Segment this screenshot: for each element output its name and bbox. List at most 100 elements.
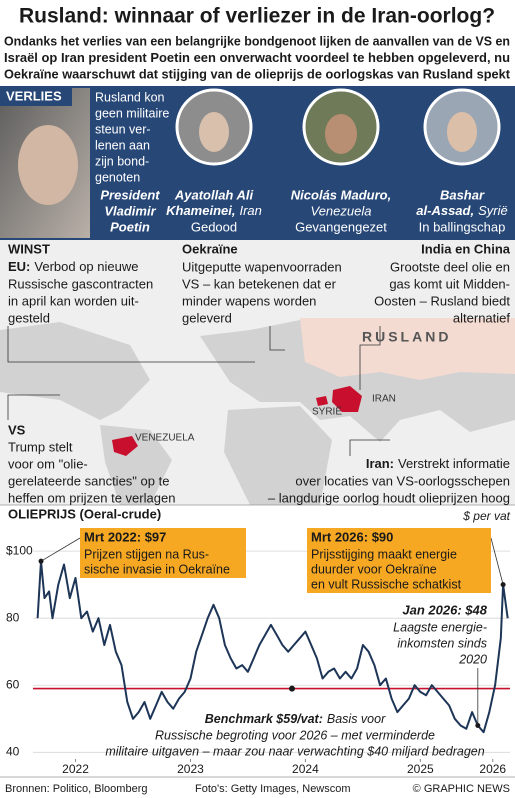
us-text: voor om "olie- xyxy=(8,456,88,471)
title: Rusland: winnaar of verliezer in de Iran… xyxy=(19,5,495,28)
annotation-box xyxy=(80,528,246,578)
annotation-title: Jan 2026: $48 xyxy=(402,602,487,617)
annotation-text: Prijzen stijgen na Rus- xyxy=(84,547,209,561)
photo-face xyxy=(199,112,229,152)
syria xyxy=(316,396,328,406)
photo-credit: Foto's: Getty Images, Newscom xyxy=(195,783,351,795)
subtitle: Israël op Iran president Poetin een onve… xyxy=(4,50,510,65)
price-line xyxy=(36,560,509,734)
ukraine-text: VS – kan betekenen dat er xyxy=(182,276,337,291)
benchmark-text: Benchmark $59/vat: Basis voor xyxy=(205,712,386,726)
text-part: Verstrekt informatie xyxy=(398,456,510,471)
benchmark-dot xyxy=(289,685,295,692)
text-part: Iran: xyxy=(366,456,394,471)
x-tick-label: 2026 xyxy=(479,762,506,776)
person-status: Gevangengezet xyxy=(295,219,387,234)
map xyxy=(0,240,515,505)
map-label: IRAN xyxy=(372,394,396,405)
person-country: Venezuela xyxy=(311,203,372,218)
person-status: Gedood xyxy=(191,219,237,234)
iran-text: – langdurige oorlog houdt olieprijzen ho… xyxy=(268,490,510,505)
asia-text: gas komt uit Midden- xyxy=(389,276,510,291)
chart-title: OLIEPRIJS (Oeral-crude) xyxy=(8,506,161,521)
loss-text: genoten xyxy=(95,170,140,184)
person-name: Bashar xyxy=(440,187,485,202)
loss-text: Rusland kon xyxy=(95,90,165,104)
ukraine-text: minder wapens worden xyxy=(182,293,316,308)
source: Bronnen: Politico, Bloomberg xyxy=(5,783,147,795)
eu-text: gesteld xyxy=(8,310,50,325)
us-text: Trump stelt xyxy=(8,439,73,454)
map-label: VENEZUELA xyxy=(135,433,195,444)
text-part: al-Assad, xyxy=(416,203,474,218)
loss-text: steun ver- xyxy=(95,122,151,136)
person-name: Ayatollah Ali xyxy=(174,187,254,202)
portraits xyxy=(175,88,501,166)
text-part: Verbod op nieuwe xyxy=(34,259,138,274)
annotation-title: Mrt 2026: $90 xyxy=(311,529,393,544)
text-part: EU: xyxy=(8,259,30,274)
benchmark-text: Russische begroting voor 2026 – met verm… xyxy=(155,728,435,742)
text-part: Syrië xyxy=(478,203,508,218)
person-name: Khameinei, Iran xyxy=(166,203,262,218)
annotation-text: en vult Russische schatkist xyxy=(311,577,462,591)
person-name: Vladimir xyxy=(104,203,156,218)
eu-text: EU: Verbod op nieuwe xyxy=(8,259,138,274)
callout xyxy=(7,326,255,363)
x-tick-label: 2023 xyxy=(177,762,204,776)
loss-text: lenen aan xyxy=(95,138,150,152)
iran-text: over locaties van VS-oorlogsschepen xyxy=(295,473,510,488)
map-label: SYRIË xyxy=(312,406,342,418)
us-text: gerelateerde sancties" op te xyxy=(8,473,169,488)
person-status: In ballingschap xyxy=(419,219,506,234)
x-tick-label: 2024 xyxy=(292,762,319,776)
photo-face xyxy=(18,125,78,205)
annotation-point xyxy=(475,722,481,728)
venezuela xyxy=(112,436,138,456)
photo-face xyxy=(325,114,357,154)
credit: © GRAPHIC NEWS xyxy=(413,783,510,795)
person-name: Poetin xyxy=(110,219,150,234)
annotation-text: duurder voor Oekraïne xyxy=(311,562,437,576)
annotation-text: Prijsstijging maakt energie xyxy=(311,547,457,561)
callout xyxy=(359,326,381,390)
annotation-title: Mrt 2022: $97 xyxy=(84,529,166,544)
ukraine-text: Uitgeputte wapenvoorraden xyxy=(182,259,342,274)
subtitle: Oekraïne waarschuwt dat stijging van de … xyxy=(4,66,511,81)
person-name: al-Assad, Syrië xyxy=(416,203,507,218)
gain-label: WINST xyxy=(8,241,50,256)
loss-text: geen militaire xyxy=(95,106,169,120)
label-box xyxy=(0,88,72,106)
asia-text: alternatief xyxy=(453,310,510,325)
loss-text: zijn bond- xyxy=(95,154,149,168)
iran-text: Iran: Verstrekt informatie xyxy=(366,456,510,471)
us-title: VS xyxy=(8,422,26,437)
annotation-text: Laagste energie- xyxy=(393,620,487,634)
map-label: RUSLAND xyxy=(362,329,451,345)
y-tick-label: 40 xyxy=(6,744,20,758)
benchmark-text: militaire uitgaven – maar zou naar verwa… xyxy=(105,744,484,758)
annotation-connector xyxy=(40,537,81,562)
annotation-point xyxy=(38,558,44,564)
text-part: Basis voor xyxy=(327,712,386,726)
annotation-connector xyxy=(490,537,504,585)
photo-face xyxy=(447,112,477,152)
us-text: heffen om prijzen te verlagen xyxy=(8,490,175,505)
text-part: Iran xyxy=(239,203,261,218)
russia xyxy=(300,318,515,380)
text-part: Khameinei, xyxy=(166,203,235,218)
loss-label: VERLIES xyxy=(6,88,62,103)
callout xyxy=(7,394,60,420)
x-tick-label: 2022 xyxy=(62,762,89,776)
person-name: President xyxy=(100,187,160,202)
asia-text: Oosten – Rusland biedt xyxy=(374,293,510,308)
y-axis-label: $ per vat xyxy=(462,509,510,523)
asia-text: Grootste deel olie en xyxy=(390,259,510,274)
callouts xyxy=(7,326,390,456)
land xyxy=(224,406,332,505)
ukraine-text: geleverd xyxy=(182,310,232,325)
x-tick-label: 2025 xyxy=(407,762,434,776)
callout xyxy=(349,439,390,456)
